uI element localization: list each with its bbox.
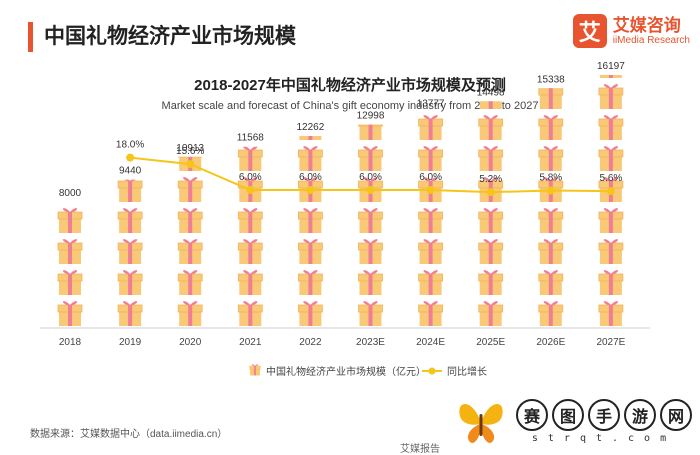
legend-gift-icon [249, 364, 261, 376]
growth-label: 5.6% [600, 173, 623, 184]
x-tick-label: 2026E [536, 337, 565, 348]
x-tick-label: 2021 [239, 337, 262, 348]
watermark-char: 赛 [516, 398, 548, 431]
title-accent-bar [28, 22, 33, 52]
x-tick-label: 2019 [119, 337, 142, 348]
report-label: 艾媒报告 [400, 444, 440, 455]
data-source: 数据来源：艾媒数据中心（data.iimedia.cn） [30, 429, 228, 440]
brand-logo: 艾 艾媒咨询 iiMedia Research [572, 14, 690, 48]
bar-value-label: 8000 [59, 188, 82, 199]
bar-2018 [57, 207, 83, 326]
growth-label: 6.0% [419, 172, 442, 183]
growth-label: 5.8% [539, 173, 562, 184]
bar-value-label: 10913 [176, 143, 204, 154]
growth-label: 6.0% [299, 172, 322, 183]
bar-value-label: 16197 [597, 61, 625, 72]
growth-label: 6.0% [239, 172, 262, 183]
brand-name-en: iiMedia Research [612, 34, 690, 46]
growth-point [546, 186, 555, 195]
watermark-char: 手 [588, 398, 620, 431]
watermark-char: 网 [660, 398, 692, 431]
bar-value-label: 15338 [537, 74, 565, 85]
legend-line-label: 同比增长 [447, 365, 487, 378]
watermark: 赛 图 手 游 网 strqt.com [452, 396, 692, 446]
growth-point [126, 153, 135, 162]
bar-2024E [418, 114, 444, 326]
bar-value-label: 11568 [237, 133, 265, 144]
growth-point [486, 188, 495, 197]
legend-bar-label: 中国礼物经济产业市场规模（亿元） [266, 365, 426, 378]
watermark-sub: strqt.com [531, 432, 677, 444]
page-title: 中国礼物经济产业市场规模 [44, 25, 296, 48]
bar-value-label: 12262 [296, 122, 324, 133]
bar-value-label: 9440 [119, 166, 142, 177]
bar-2026E [538, 88, 564, 326]
bar-value-label: 13777 [417, 98, 445, 109]
growth-point [246, 186, 255, 194]
chart-subtitle: Market scale and forecast of China's gif… [161, 100, 539, 112]
bar-2025E [478, 101, 504, 326]
bar-2019 [117, 179, 143, 326]
x-tick-label: 2027E [596, 337, 625, 348]
brand-name-cn: 艾媒咨询 [612, 15, 681, 35]
growth-label: 15.6% [176, 146, 204, 157]
x-tick-label: 2022 [299, 337, 322, 348]
x-tick-label: 2023E [356, 337, 385, 348]
brand-mark-icon: 艾 [572, 14, 607, 48]
bar-2023E [358, 124, 383, 326]
bar-value-label: 14498 [477, 87, 505, 98]
bar-value-label: 12998 [357, 111, 385, 122]
growth-label: 5.2% [479, 174, 502, 185]
growth-label: 6.0% [359, 172, 382, 183]
growth-point [426, 186, 435, 194]
growth-label: 18.0% [116, 140, 144, 151]
x-tick-label: 2024E [416, 337, 445, 348]
bar-2020 [177, 156, 203, 326]
watermark-char: 图 [552, 398, 584, 431]
growth-point [186, 160, 195, 169]
legend-line-marker [428, 367, 436, 375]
growth-point [366, 186, 375, 194]
growth-point [306, 186, 315, 194]
x-tick-label: 2018 [59, 337, 82, 348]
x-tick-label: 2025E [476, 337, 505, 348]
butterfly-icon [459, 403, 503, 443]
growth-point [606, 187, 615, 196]
x-tick-label: 2020 [179, 337, 202, 348]
chart-title: 2018-2027年中国礼物经济产业市场规模及预测 [194, 77, 506, 94]
watermark-char: 游 [624, 398, 656, 431]
bar-2022 [297, 135, 323, 326]
